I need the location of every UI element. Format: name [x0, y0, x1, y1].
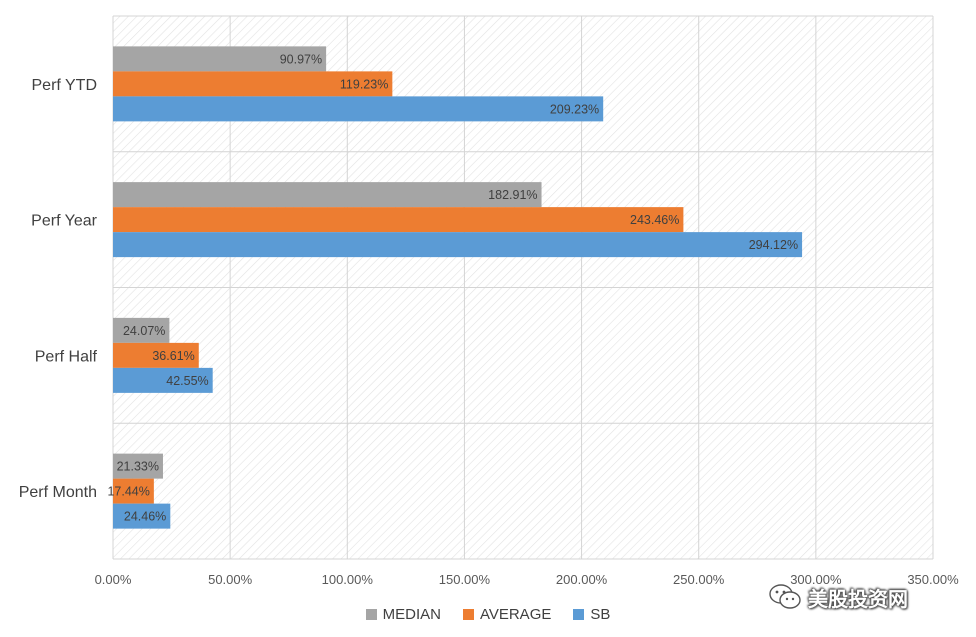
legend-label-sb: SB: [590, 605, 611, 623]
category-label: Perf Year: [31, 213, 98, 230]
bar-median: [113, 317, 170, 343]
data-label: 90.97%: [280, 52, 322, 66]
bar-median: [113, 46, 327, 72]
x-tick-label: 0.00%: [95, 572, 132, 587]
bar-sb: [113, 367, 213, 393]
data-label: 42.55%: [166, 374, 208, 388]
legend: MEDIAN AVERAGE SB: [0, 603, 976, 625]
legend-label-average: AVERAGE: [479, 605, 552, 623]
category-label: Perf Month: [19, 484, 97, 501]
bar-median: [113, 453, 163, 479]
legend-label-median: MEDIAN: [382, 605, 441, 623]
legend-swatch-sb: [573, 608, 585, 620]
data-label: 119.23%: [340, 77, 388, 91]
data-label: 209.23%: [550, 102, 599, 116]
watermark: 美股投资网: [768, 580, 968, 614]
data-label: 24.07%: [123, 324, 165, 338]
bar-median: [113, 182, 542, 208]
data-label: 36.61%: [152, 349, 194, 363]
x-tick-labels: 0.00% 50.00% 100.00% 150.00% 200.00% 250.00% 3…: [95, 572, 960, 587]
x-tick-label: 100.00%: [322, 572, 374, 587]
legend-swatch-median: [365, 608, 377, 620]
x-tick-label: 200.00%: [556, 572, 608, 587]
x-tick-label: 300.00%: [790, 572, 842, 587]
x-tick-label: 350.00%: [907, 572, 959, 587]
bar-average: [113, 478, 154, 504]
category-label: Perf YTD: [32, 77, 98, 94]
x-tick-label: 250.00%: [673, 572, 725, 587]
bars: [113, 46, 803, 529]
data-labels: 90.97% 119.23% 209.23% 182.91% 243.46% 294.12…: [107, 52, 798, 523]
data-label: 243.46%: [630, 213, 679, 227]
legend-item-average: AVERAGE: [462, 605, 552, 623]
bar-sb: [113, 96, 604, 122]
category-labels: Perf YTD Perf Year Perf Half Perf Month: [19, 77, 98, 501]
watermark-text: 美股投资网: [808, 586, 908, 611]
x-tick-label: 50.00%: [208, 572, 253, 587]
legend-item-median: MEDIAN: [365, 605, 441, 623]
bar-sb: [113, 503, 171, 529]
legend-swatch-average: [462, 608, 474, 620]
data-label: 24.46%: [124, 510, 166, 524]
x-tick-label: 150.00%: [439, 572, 491, 587]
bar-sb: [113, 232, 803, 258]
bar-average: [113, 342, 199, 368]
bar-average: [113, 207, 684, 233]
category-label: Perf Half: [35, 348, 98, 365]
data-label: 294.12%: [749, 238, 798, 252]
data-label: 17.44%: [107, 485, 149, 499]
data-label: 182.91%: [488, 188, 537, 202]
data-label: 21.33%: [117, 460, 159, 474]
legend-item-sb: SB: [573, 606, 610, 623]
bar-average: [113, 71, 393, 97]
wechat-icon: [769, 584, 801, 609]
